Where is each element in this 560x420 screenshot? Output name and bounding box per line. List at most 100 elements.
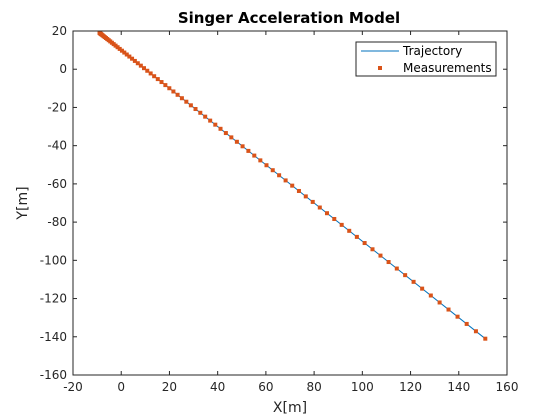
series-layer	[97, 30, 488, 341]
measurement-point	[229, 135, 234, 140]
measurement-point	[283, 178, 288, 183]
measurement-point	[184, 99, 189, 104]
measurement-point	[473, 329, 478, 334]
measurement-point	[223, 131, 228, 136]
measurement-point	[127, 54, 132, 59]
measurement-point	[277, 173, 282, 178]
measurement-point	[171, 89, 176, 94]
y-axis-label: Y[m]	[15, 186, 31, 220]
x-tick-label: 160	[496, 380, 519, 394]
measurement-point	[437, 300, 442, 305]
plot-area	[73, 31, 507, 375]
y-tick-label: -80	[47, 215, 67, 229]
measurement-point	[135, 61, 140, 66]
legend-measurements-marker	[378, 66, 382, 70]
x-tick-label: 0	[117, 380, 125, 394]
measurement-point	[370, 247, 375, 252]
measurement-points	[97, 30, 488, 341]
x-axis-label: X[m]	[273, 400, 307, 416]
measurement-point	[264, 163, 269, 168]
measurement-point	[386, 260, 391, 265]
measurement-point	[113, 43, 118, 48]
measurement-point	[124, 52, 129, 57]
measurement-point	[290, 183, 295, 188]
x-tick-label: -20	[63, 380, 83, 394]
x-tick-label: 120	[399, 380, 422, 394]
x-tick-label: 100	[351, 380, 374, 394]
measurement-point	[122, 50, 127, 55]
measurement-point	[203, 114, 208, 119]
measurement-point	[188, 103, 193, 108]
measurement-point	[132, 58, 137, 63]
measurement-point	[155, 77, 160, 82]
measurement-point	[332, 216, 337, 221]
measurement-point	[420, 286, 425, 291]
measurement-point	[378, 253, 383, 258]
measurement-point	[317, 205, 322, 210]
measurement-point	[347, 228, 352, 233]
y-tick-label: -120	[40, 292, 67, 306]
y-tick-label: -160	[40, 368, 67, 382]
measurement-point	[240, 144, 245, 149]
measurement-point	[362, 241, 367, 246]
measurement-point	[141, 66, 146, 71]
legend: Trajectory Measurements	[355, 41, 497, 77]
measurement-point	[148, 71, 153, 76]
measurement-point	[130, 56, 135, 61]
x-tick-label: 60	[258, 380, 273, 394]
measurement-point	[119, 48, 124, 53]
axes-box	[72, 30, 508, 376]
measurement-point	[464, 321, 469, 326]
measurement-point	[159, 80, 164, 85]
y-tick-label: -140	[40, 330, 67, 344]
axis-ticks: -20 0 20 40 60 80 100 120 140 160 -160 -140 -120 -100…	[40, 24, 519, 394]
measurement-point	[324, 211, 329, 216]
measurement-point	[270, 168, 275, 173]
measurement-point	[213, 122, 218, 127]
x-tick-label: 80	[306, 380, 321, 394]
measurement-point	[296, 188, 301, 193]
measurement-point	[234, 139, 239, 144]
measurement-point	[403, 273, 408, 278]
measurement-point	[310, 199, 315, 204]
y-tick-label: -100	[40, 253, 67, 267]
y-tick-label: 20	[52, 24, 67, 38]
measurement-point	[175, 92, 180, 97]
measurement-point	[145, 68, 150, 73]
measurement-point	[411, 279, 416, 284]
y-tick-label: -40	[47, 139, 67, 153]
legend-box	[355, 41, 497, 77]
measurement-point	[138, 63, 143, 68]
legend-trajectory-label: Trajectory	[402, 44, 462, 58]
measurement-point	[428, 293, 433, 298]
y-tick-label: -60	[47, 177, 67, 191]
legend-measurements-label: Measurements	[403, 61, 492, 75]
x-tick-label: 140	[447, 380, 470, 394]
measurement-point	[339, 222, 344, 227]
measurement-point	[163, 83, 168, 88]
x-tick-label: 20	[162, 380, 177, 394]
measurement-point	[303, 194, 308, 199]
chart-title: Singer Acceleration Model	[178, 9, 400, 27]
x-tick-label: 40	[210, 380, 225, 394]
y-tick-label: -20	[47, 100, 67, 114]
measurement-point	[179, 96, 184, 101]
measurement-point	[198, 110, 203, 115]
y-tick-label: 0	[59, 62, 67, 76]
measurement-point	[446, 307, 451, 312]
measurement-point	[218, 126, 223, 131]
measurement-point	[354, 234, 359, 239]
measurement-point	[208, 118, 213, 123]
measurement-point	[258, 158, 263, 163]
measurement-point	[394, 266, 399, 271]
measurement-point	[246, 148, 251, 153]
measurement-point	[455, 314, 460, 319]
measurement-point	[193, 107, 198, 112]
measurement-point	[152, 74, 157, 79]
measurement-point	[252, 153, 257, 158]
measurement-point	[117, 46, 122, 51]
measurement-point	[483, 336, 488, 341]
measurement-point	[167, 86, 172, 91]
measurement-point	[115, 45, 120, 50]
